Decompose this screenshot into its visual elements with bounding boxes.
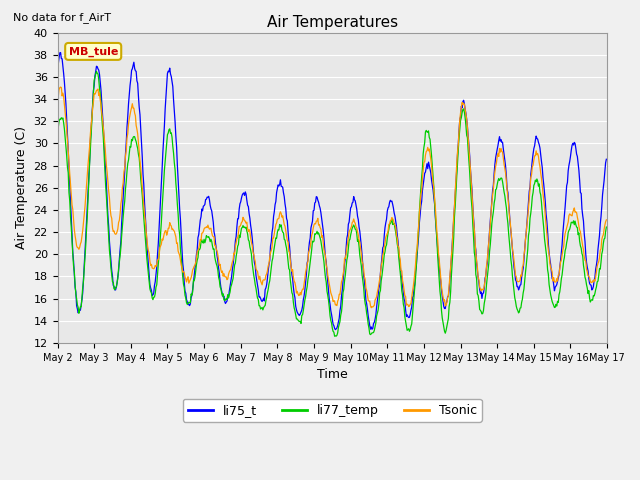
li77_temp xyxy=(205,236,213,241)
li77_temp xyxy=(54,130,61,136)
Y-axis label: Air Temperature (C): Air Temperature (C) xyxy=(15,126,28,249)
Line: li75_t: li75_t xyxy=(58,52,606,330)
Tsonic xyxy=(57,84,65,90)
Text: No data for f_AirT: No data for f_AirT xyxy=(13,12,111,23)
Legend: li75_t, li77_temp, Tsonic: li75_t, li77_temp, Tsonic xyxy=(183,399,482,422)
li75_t xyxy=(121,169,129,175)
Tsonic xyxy=(65,148,72,154)
li75_t xyxy=(65,147,72,153)
Tsonic xyxy=(400,288,408,293)
Line: Tsonic: Tsonic xyxy=(58,87,606,308)
Tsonic xyxy=(121,165,129,171)
li75_t xyxy=(416,212,424,218)
Text: MB_tule: MB_tule xyxy=(68,46,118,57)
li77_temp xyxy=(602,224,610,230)
li77_temp xyxy=(416,196,424,202)
li75_t xyxy=(400,296,408,302)
Title: Air Temperatures: Air Temperatures xyxy=(267,15,398,30)
Tsonic xyxy=(416,203,424,209)
li77_temp xyxy=(121,198,129,204)
Tsonic xyxy=(602,217,610,223)
X-axis label: Time: Time xyxy=(317,368,348,381)
Tsonic xyxy=(54,97,61,103)
li75_t xyxy=(177,216,184,222)
li77_temp xyxy=(331,333,339,339)
Tsonic xyxy=(177,257,184,263)
li77_temp xyxy=(63,164,71,170)
Tsonic xyxy=(367,305,375,311)
li77_temp xyxy=(177,246,184,252)
Tsonic xyxy=(205,226,213,232)
li75_t xyxy=(54,66,61,72)
li75_t xyxy=(602,156,610,162)
Line: li77_temp: li77_temp xyxy=(58,72,606,336)
li75_t xyxy=(332,327,339,333)
li77_temp xyxy=(93,69,100,74)
li75_t xyxy=(57,49,65,55)
li77_temp xyxy=(400,305,408,311)
li75_t xyxy=(205,197,213,203)
